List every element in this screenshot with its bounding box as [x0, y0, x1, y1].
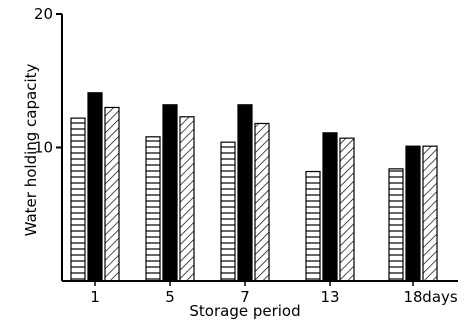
x-axis-unit: days: [422, 288, 458, 306]
y-ticks: 10 20: [34, 5, 62, 157]
y-tick-label: 10: [34, 139, 53, 157]
y-axis-title: Water holding capacity: [22, 63, 40, 236]
x-tick-label: 7: [240, 288, 250, 306]
bar-horizontal-hatch-13: [305, 170, 321, 282]
bar-diagonal-hatch-13: [339, 137, 355, 282]
x-tick-label: 13: [320, 288, 339, 306]
bar-diagonal-hatch-1: [104, 106, 120, 282]
bar-solid-1: [87, 92, 103, 282]
bar-solid-13: [322, 132, 338, 282]
bar-solid-7: [237, 104, 253, 282]
bar-diagonal-hatch-5: [179, 116, 195, 282]
bars: [70, 92, 438, 282]
bar-horizontal-hatch-7: [220, 141, 236, 282]
y-tick-label: 20: [34, 5, 53, 23]
bar-diagonal-hatch-18: [422, 145, 438, 282]
x-tick-label: 18: [403, 288, 422, 306]
x-ticks: 1 5 7 13 18: [90, 281, 423, 306]
bar-diagonal-hatch-7: [254, 122, 270, 282]
x-tick-label: 1: [90, 288, 100, 306]
x-axis-title: Storage period: [189, 302, 300, 320]
bar-solid-18: [405, 145, 421, 282]
bar-horizontal-hatch-1: [70, 117, 86, 282]
bar-solid-5: [162, 104, 178, 282]
bar-horizontal-hatch-18: [388, 168, 404, 282]
x-tick-label: 5: [165, 288, 175, 306]
bar-horizontal-hatch-5: [145, 136, 161, 282]
